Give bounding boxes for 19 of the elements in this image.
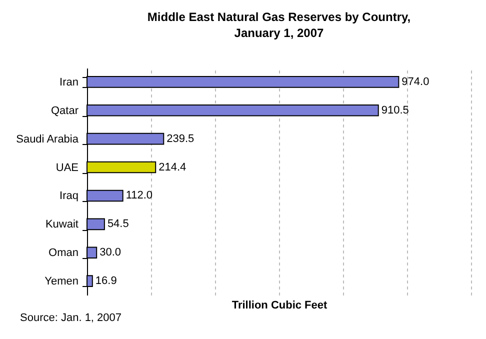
data-label: 112.0 — [126, 190, 153, 202]
data-label: 974.0 — [402, 76, 430, 88]
chart-title: Middle East Natural Gas Reserves by Country, January 1, 2007 — [147, 10, 411, 40]
data-label: 54.5 — [107, 218, 129, 230]
y-tick-label: Kuwait — [45, 218, 78, 231]
data-label: 30.0 — [100, 246, 122, 259]
y-tick-label: Iraq — [60, 190, 78, 202]
y-tick-label: Saudi Arabia — [16, 133, 80, 146]
y-tick-label: Yemen — [44, 276, 78, 288]
y-tick-label: Iran — [60, 76, 78, 88]
data-label: 910.5 — [381, 104, 409, 116]
data-label: 16.9 — [95, 275, 117, 288]
y-tick-label: UAE — [56, 162, 78, 174]
y-tick-label: Oman — [48, 247, 78, 260]
data-label: 239.5 — [166, 132, 194, 145]
data-label: 214.4 — [158, 161, 186, 174]
source-note: Source: Jan. 1, 2007 — [20, 312, 122, 324]
x-axis-title: Trillion Cubic Feet — [232, 300, 328, 312]
y-tick-label: Qatar — [50, 104, 79, 117]
